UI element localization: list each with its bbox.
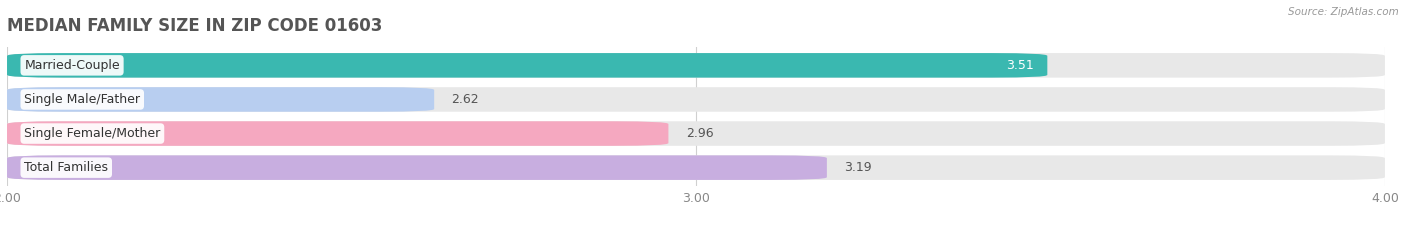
FancyBboxPatch shape — [7, 87, 1385, 112]
FancyBboxPatch shape — [7, 121, 668, 146]
Text: 3.19: 3.19 — [844, 161, 872, 174]
FancyBboxPatch shape — [7, 53, 1047, 78]
FancyBboxPatch shape — [7, 121, 1385, 146]
FancyBboxPatch shape — [7, 53, 1385, 78]
FancyBboxPatch shape — [7, 87, 434, 112]
Text: MEDIAN FAMILY SIZE IN ZIP CODE 01603: MEDIAN FAMILY SIZE IN ZIP CODE 01603 — [7, 17, 382, 35]
FancyBboxPatch shape — [7, 155, 1385, 180]
Text: Single Male/Father: Single Male/Father — [24, 93, 141, 106]
Text: Single Female/Mother: Single Female/Mother — [24, 127, 160, 140]
Text: 2.96: 2.96 — [686, 127, 713, 140]
Text: 2.62: 2.62 — [451, 93, 479, 106]
Text: 3.51: 3.51 — [1005, 59, 1033, 72]
FancyBboxPatch shape — [7, 155, 827, 180]
Text: Total Families: Total Families — [24, 161, 108, 174]
Text: Married-Couple: Married-Couple — [24, 59, 120, 72]
Text: Source: ZipAtlas.com: Source: ZipAtlas.com — [1288, 7, 1399, 17]
